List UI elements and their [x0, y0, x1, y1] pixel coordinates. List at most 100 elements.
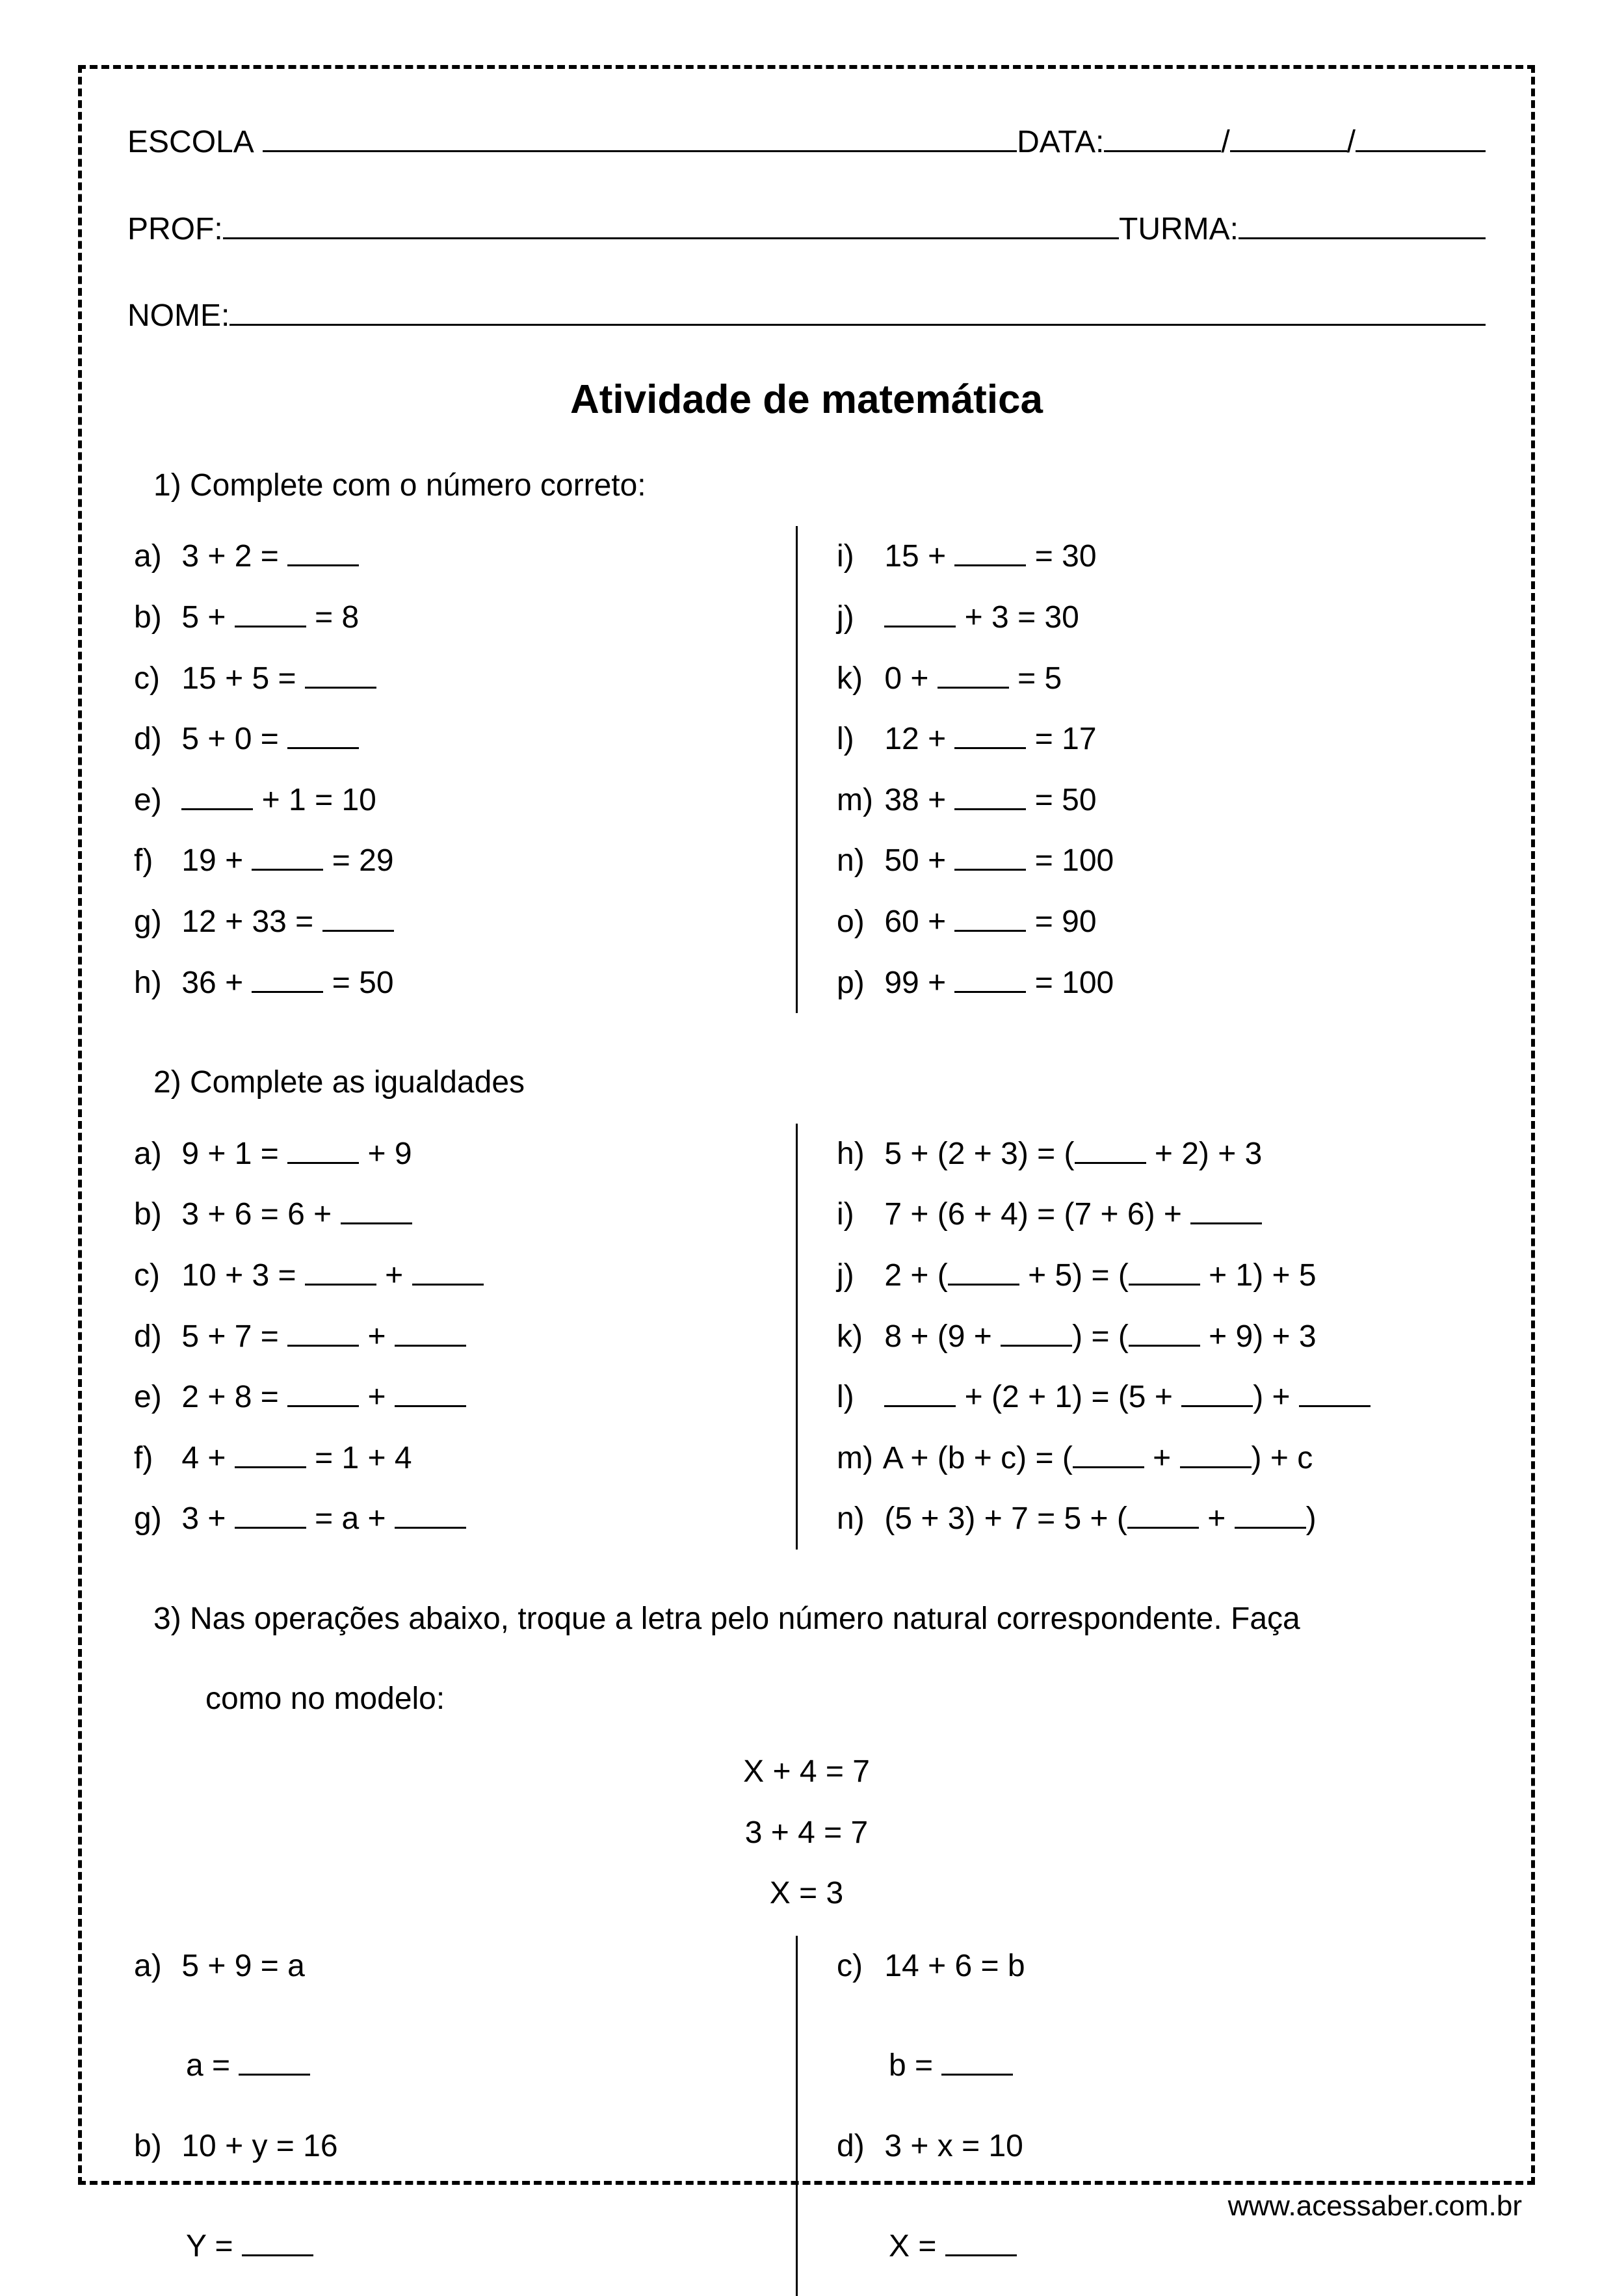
item-label: a)	[134, 1124, 173, 1185]
q2-item: n) (5 + 3) + 7 = 5 + ( + )	[837, 1488, 1460, 1550]
item-label: p)	[837, 953, 876, 1014]
answer-blank[interactable]	[305, 659, 376, 689]
item-label: o)	[837, 891, 876, 953]
answer-blank[interactable]	[287, 720, 359, 750]
item-label: c)	[134, 648, 173, 709]
answer-blank[interactable]	[412, 1256, 484, 1286]
answer-blank[interactable]	[884, 1378, 956, 1408]
date-slash-1: /	[1221, 108, 1229, 177]
label-data: DATA:	[1017, 108, 1104, 177]
q2-item: h) 5 + (2 + 3) = ( + 2) + 3	[837, 1124, 1460, 1185]
answer-blank[interactable]	[1299, 1378, 1370, 1408]
answer-blank[interactable]	[954, 841, 1026, 871]
item-label: c)	[134, 1245, 173, 1306]
label-turma: TURMA:	[1119, 195, 1239, 264]
q3-answer: X =	[889, 2216, 1460, 2277]
answer-blank[interactable]	[954, 720, 1026, 750]
answer-blank[interactable]	[395, 1378, 466, 1408]
item-label: g)	[134, 1488, 173, 1550]
answer-blank[interactable]	[252, 963, 323, 993]
answer-blank[interactable]	[305, 1256, 376, 1286]
item-label: i)	[837, 526, 876, 587]
answer-blank[interactable]	[235, 598, 306, 627]
q1-item: j) + 3 = 30	[837, 587, 1460, 648]
worksheet-frame: ESCOLA DATA: / / PROF: TURMA: NOME:	[78, 65, 1535, 2185]
q1-item: l) 12 + = 17	[837, 709, 1460, 770]
answer-blank[interactable]	[1235, 1499, 1306, 1529]
answer-blank[interactable]	[938, 659, 1009, 689]
answer-blank[interactable]	[235, 1438, 306, 1468]
answer-blank[interactable]	[954, 780, 1026, 810]
answer-blank[interactable]	[954, 902, 1026, 932]
q1-item: f) 19 + = 29	[134, 830, 757, 891]
answer-blank[interactable]	[239, 2046, 310, 2076]
item-label: m)	[837, 1428, 876, 1489]
item-label: m)	[837, 770, 876, 831]
answer-blank[interactable]	[954, 537, 1026, 567]
answer-blank[interactable]	[181, 780, 253, 810]
item-label: k)	[837, 1306, 876, 1367]
answer-blank[interactable]	[948, 1256, 1019, 1286]
item-label: f)	[134, 830, 173, 891]
answer-blank[interactable]	[954, 963, 1026, 993]
answer-blank[interactable]	[941, 2046, 1013, 2076]
q2-item: e) 2 + 8 = +	[134, 1367, 757, 1428]
field-prof[interactable]	[223, 203, 1119, 239]
field-date-month[interactable]	[1230, 116, 1347, 152]
item-label: b)	[134, 1184, 173, 1245]
q3-prompt-line1: 3) Nas operações abaixo, troque a letra …	[153, 1589, 1486, 1650]
q1-prompt: 1) Complete com o número correto:	[153, 455, 1486, 516]
q3-answer: Y =	[186, 2216, 757, 2277]
item-label: h)	[134, 953, 173, 1014]
answer-blank[interactable]	[945, 2226, 1017, 2256]
answer-blank[interactable]	[1073, 1438, 1144, 1468]
answer-blank[interactable]	[1181, 1378, 1253, 1408]
q3-prompt-line2: como no modelo:	[205, 1669, 1486, 1730]
answer-blank[interactable]	[287, 1317, 359, 1347]
field-nome[interactable]	[229, 290, 1486, 326]
field-escola[interactable]	[263, 116, 1017, 152]
answer-blank[interactable]	[287, 537, 359, 567]
field-date-day[interactable]	[1104, 116, 1221, 152]
item-label: b)	[134, 2116, 173, 2177]
q1-item: g) 12 + 33 =	[134, 891, 757, 953]
field-turma[interactable]	[1239, 203, 1486, 239]
answer-blank[interactable]	[395, 1499, 466, 1529]
item-label: b)	[134, 587, 173, 648]
answer-blank[interactable]	[341, 1195, 412, 1225]
item-label: l)	[837, 1367, 876, 1428]
item-label: d)	[134, 1306, 173, 1367]
answer-blank[interactable]	[322, 902, 394, 932]
q2-item: g) 3 + = a +	[134, 1488, 757, 1550]
answer-blank[interactable]	[1075, 1134, 1146, 1164]
q1-item: m) 38 + = 50	[837, 770, 1460, 831]
answer-blank[interactable]	[1180, 1438, 1252, 1468]
q3-model-line: 3 + 4 = 7	[127, 1802, 1486, 1864]
answer-blank[interactable]	[395, 1317, 466, 1347]
q3-item: c) 14 + 6 = b	[837, 1936, 1460, 1997]
answer-blank[interactable]	[235, 1499, 306, 1529]
answer-blank[interactable]	[287, 1134, 359, 1164]
field-date-year[interactable]	[1356, 116, 1486, 152]
item-label: i)	[837, 1184, 876, 1245]
answer-blank[interactable]	[1127, 1499, 1199, 1529]
q2-item: d) 5 + 7 = +	[134, 1306, 757, 1367]
q3-answer: b =	[889, 2035, 1460, 2096]
answer-blank[interactable]	[1129, 1256, 1200, 1286]
item-label: l)	[837, 709, 876, 770]
q3-model-line: X + 4 = 7	[127, 1741, 1486, 1802]
q1-item: d) 5 + 0 =	[134, 709, 757, 770]
answer-blank[interactable]	[252, 841, 323, 871]
answer-blank[interactable]	[242, 2226, 313, 2256]
item-label: k)	[837, 648, 876, 709]
item-label: f)	[134, 1428, 173, 1489]
answer-blank[interactable]	[1129, 1317, 1200, 1347]
q2-item: c) 10 + 3 = +	[134, 1245, 757, 1306]
answer-blank[interactable]	[287, 1378, 359, 1408]
answer-blank[interactable]	[1190, 1195, 1262, 1225]
item-label: a)	[134, 1936, 173, 1997]
answer-blank[interactable]	[884, 598, 956, 627]
q3-answer: a =	[186, 2035, 757, 2096]
date-slash-2: /	[1347, 108, 1356, 177]
answer-blank[interactable]	[1001, 1317, 1072, 1347]
